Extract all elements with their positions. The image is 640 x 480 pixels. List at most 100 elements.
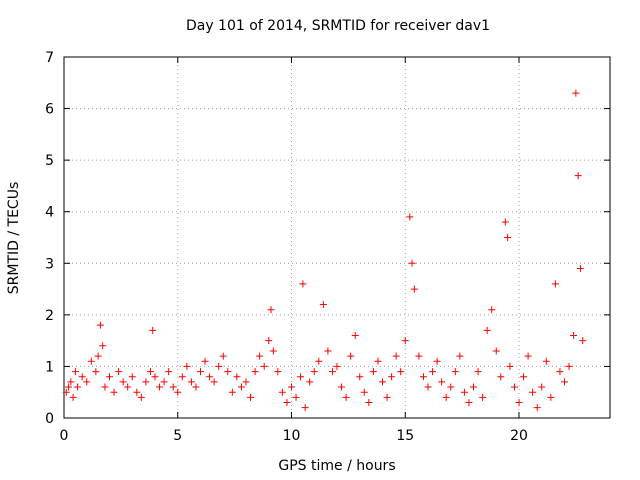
y-tick-label: 7 <box>45 50 54 66</box>
data-point <box>497 373 505 381</box>
data-point <box>310 368 318 376</box>
data-point <box>160 378 168 386</box>
data-point <box>392 352 400 360</box>
data-point <box>492 347 500 355</box>
data-point <box>165 368 173 376</box>
data-point <box>269 347 277 355</box>
data-point <box>419 373 427 381</box>
data-point <box>465 399 473 407</box>
data-point <box>319 301 327 309</box>
data-point <box>237 383 245 391</box>
data-point <box>292 393 300 401</box>
data-point <box>87 357 95 365</box>
data-point <box>251 368 259 376</box>
data-point <box>504 234 512 241</box>
data-point <box>483 326 491 334</box>
data-point <box>187 378 195 386</box>
data-point <box>433 357 441 365</box>
y-tick-label: 6 <box>45 102 54 118</box>
y-tick-label: 5 <box>45 153 54 169</box>
data-point <box>451 368 459 376</box>
y-tick-label: 0 <box>45 411 54 427</box>
data-point <box>137 393 145 401</box>
data-point <box>256 352 264 360</box>
data-point <box>106 373 113 381</box>
data-point <box>506 362 514 370</box>
x-tick-label: 5 <box>173 428 182 444</box>
data-point <box>206 373 214 381</box>
data-point <box>156 383 164 391</box>
data-point <box>579 337 587 345</box>
data-point <box>447 383 455 391</box>
data-point <box>192 383 200 391</box>
data-point <box>69 393 77 401</box>
data-point <box>365 399 373 407</box>
x-tick-label: 0 <box>60 428 69 444</box>
data-point <box>556 368 564 376</box>
data-point <box>124 383 132 391</box>
data-point <box>83 378 91 386</box>
data-point <box>438 378 446 386</box>
data-point <box>94 352 102 360</box>
data-point <box>65 383 73 391</box>
data-point <box>169 383 177 391</box>
data-point <box>574 172 582 180</box>
data-point <box>201 357 209 365</box>
data-point <box>360 388 368 396</box>
data-point <box>142 378 150 386</box>
data-point <box>510 383 518 391</box>
data-point <box>369 368 377 376</box>
data-point <box>215 362 223 370</box>
data-point <box>110 388 118 396</box>
data-point <box>71 368 79 376</box>
data-point <box>474 368 482 376</box>
data-point <box>233 373 241 381</box>
x-tick-label: 15 <box>396 428 414 444</box>
data-points <box>62 89 587 412</box>
data-point <box>524 352 532 360</box>
data-point <box>283 399 291 407</box>
data-point <box>178 373 186 381</box>
data-point <box>542 357 550 365</box>
x-axis-label: GPS time / hours <box>278 458 395 474</box>
data-point <box>267 306 275 314</box>
data-point <box>456 352 464 360</box>
data-point <box>224 368 232 376</box>
data-point <box>149 326 157 334</box>
data-point <box>324 347 332 355</box>
data-point <box>347 352 355 360</box>
data-point <box>265 337 273 345</box>
data-point <box>299 280 307 288</box>
data-point <box>401 337 409 345</box>
data-point <box>306 378 314 386</box>
data-point <box>488 306 496 314</box>
data-point <box>538 383 546 391</box>
data-point <box>228 388 236 396</box>
data-point <box>328 368 336 376</box>
data-point <box>397 368 405 376</box>
data-point <box>219 352 227 360</box>
data-point <box>383 393 391 401</box>
data-point <box>119 378 127 386</box>
chart-title: Day 101 of 2014, SRMTID for receiver dav… <box>186 18 490 34</box>
data-point <box>242 378 250 386</box>
data-point <box>78 373 86 381</box>
data-point <box>247 393 255 401</box>
data-point <box>388 373 396 381</box>
data-point <box>470 383 477 391</box>
y-tick-label: 1 <box>45 359 54 375</box>
data-point <box>379 378 386 386</box>
data-point <box>297 373 305 381</box>
data-point <box>520 373 528 381</box>
data-point <box>92 368 100 376</box>
data-point <box>183 362 191 370</box>
data-point <box>342 393 350 401</box>
data-point <box>351 331 359 339</box>
x-tick-label: 20 <box>510 428 528 444</box>
data-point <box>151 373 159 381</box>
data-point <box>133 388 141 396</box>
data-point <box>551 280 559 288</box>
data-point <box>406 213 414 221</box>
plot-frame <box>63 56 611 419</box>
